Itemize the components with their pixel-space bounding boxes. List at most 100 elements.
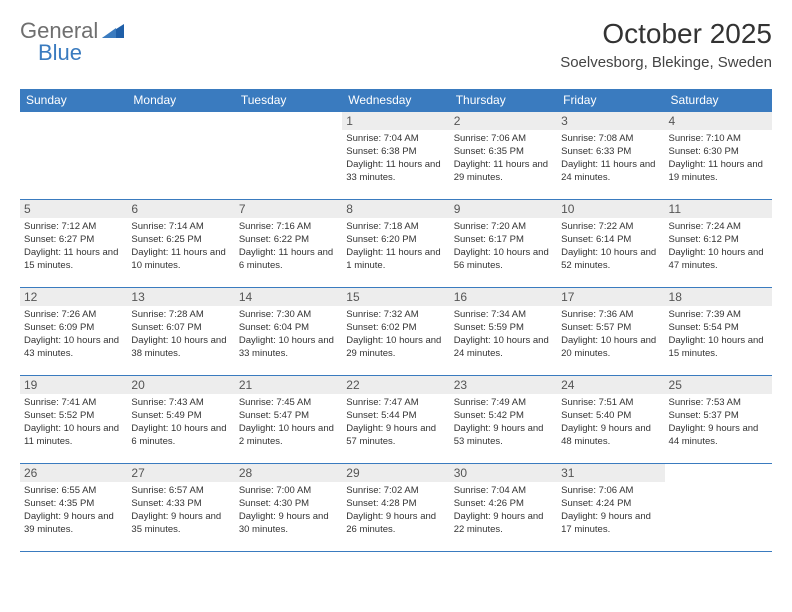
- day-data: Sunrise: 7:36 AMSunset: 5:57 PMDaylight:…: [561, 309, 660, 360]
- day-cell: 27 Sunrise: 6:57 AMSunset: 4:33 PMDayligh…: [127, 464, 234, 552]
- day-number: 7: [235, 200, 342, 218]
- day-data: Sunrise: 7:26 AMSunset: 6:09 PMDaylight:…: [24, 309, 123, 360]
- day-data: Sunrise: 7:39 AMSunset: 5:54 PMDaylight:…: [669, 309, 768, 360]
- empty-cell: [20, 112, 127, 200]
- day-number: 6: [127, 200, 234, 218]
- day-data: Sunrise: 6:57 AMSunset: 4:33 PMDaylight:…: [131, 485, 230, 536]
- day-number: 27: [127, 464, 234, 482]
- day-cell: 8Sunrise: 7:18 AMSunset: 6:20 PMDaylight…: [342, 200, 449, 288]
- empty-cell: [127, 112, 234, 200]
- logo-text-blue: Blue: [38, 40, 82, 66]
- day-data: Sunrise: 7:22 AMSunset: 6:14 PMDaylight:…: [561, 221, 660, 272]
- calendar-table: SundayMondayTuesdayWednesdayThursdayFrid…: [20, 89, 772, 552]
- day-number: 28: [235, 464, 342, 482]
- day-number: 20: [127, 376, 234, 394]
- day-number: 9: [450, 200, 557, 218]
- day-cell: 17 Sunrise: 7:36 AMSunset: 5:57 PMDayligh…: [557, 288, 664, 376]
- day-number: 11: [665, 200, 772, 218]
- day-number: 3: [557, 112, 664, 130]
- calendar-head: SundayMondayTuesdayWednesdayThursdayFrid…: [20, 89, 772, 112]
- location-text: Soelvesborg, Blekinge, Sweden: [560, 54, 772, 71]
- day-data: Sunrise: 7:00 AMSunset: 4:30 PMDaylight:…: [239, 485, 338, 536]
- day-data: Sunrise: 7:16 AMSunset: 6:22 PMDaylight:…: [239, 221, 338, 272]
- day-cell: 11 Sunrise: 7:24 AMSunset: 6:12 PMDayligh…: [665, 200, 772, 288]
- day-header: Monday: [127, 89, 234, 112]
- day-number: 26: [20, 464, 127, 482]
- day-number: 1: [342, 112, 449, 130]
- day-data: Sunrise: 7:24 AMSunset: 6:12 PMDaylight:…: [669, 221, 768, 272]
- day-number: 2: [450, 112, 557, 130]
- day-number: 14: [235, 288, 342, 306]
- day-cell: 31 Sunrise: 7:06 AMSunset: 4:24 PMDayligh…: [557, 464, 664, 552]
- day-data: Sunrise: 7:06 AMSunset: 4:24 PMDaylight:…: [561, 485, 660, 536]
- day-cell: 9 Sunrise: 7:20 AMSunset: 6:17 PMDaylight…: [450, 200, 557, 288]
- day-data: Sunrise: 7:30 AMSunset: 6:04 PMDaylight:…: [239, 309, 338, 360]
- day-number: 17: [557, 288, 664, 306]
- day-cell: 22 Sunrise: 7:47 AMSunset: 5:44 PMDayligh…: [342, 376, 449, 464]
- day-cell: 29 Sunrise: 7:02 AMSunset: 4:28 PMDayligh…: [342, 464, 449, 552]
- day-number: 25: [665, 376, 772, 394]
- day-cell: 20 Sunrise: 7:43 AMSunset: 5:49 PMDayligh…: [127, 376, 234, 464]
- day-header: Wednesday: [342, 89, 449, 112]
- day-cell: 28 Sunrise: 7:00 AMSunset: 4:30 PMDayligh…: [235, 464, 342, 552]
- day-cell: 19Sunrise: 7:41 AMSunset: 5:52 PMDayligh…: [20, 376, 127, 464]
- day-number: 31: [557, 464, 664, 482]
- day-number: 30: [450, 464, 557, 482]
- empty-cell: [235, 112, 342, 200]
- day-data: Sunrise: 7:28 AMSunset: 6:07 PMDaylight:…: [131, 309, 230, 360]
- day-cell: 12 Sunrise: 7:26 AMSunset: 6:09 PMDayligh…: [20, 288, 127, 376]
- day-cell: 26Sunrise: 6:55 AMSunset: 4:35 PMDayligh…: [20, 464, 127, 552]
- day-data: Sunrise: 7:43 AMSunset: 5:49 PMDaylight:…: [131, 397, 230, 448]
- day-data: Sunrise: 7:12 AMSunset: 6:27 PMDaylight:…: [24, 221, 123, 272]
- day-cell: 6 Sunrise: 7:14 AMSunset: 6:25 PMDaylight…: [127, 200, 234, 288]
- day-header: Sunday: [20, 89, 127, 112]
- day-cell: 16 Sunrise: 7:34 AMSunset: 5:59 PMDayligh…: [450, 288, 557, 376]
- day-number: 12: [20, 288, 127, 306]
- day-cell: 23 Sunrise: 7:49 AMSunset: 5:42 PMDayligh…: [450, 376, 557, 464]
- day-cell: 3Sunrise: 7:08 AMSunset: 6:33 PMDaylight…: [557, 112, 664, 200]
- day-data: Sunrise: 7:53 AMSunset: 5:37 PMDaylight:…: [669, 397, 768, 448]
- day-header: Thursday: [450, 89, 557, 112]
- day-data: Sunrise: 7:47 AMSunset: 5:44 PMDaylight:…: [346, 397, 445, 448]
- day-data: Sunrise: 7:34 AMSunset: 5:59 PMDaylight:…: [454, 309, 553, 360]
- day-data: Sunrise: 7:10 AMSunset: 6:30 PMDaylight:…: [669, 133, 768, 184]
- day-cell: 18Sunrise: 7:39 AMSunset: 5:54 PMDayligh…: [665, 288, 772, 376]
- day-data: Sunrise: 7:41 AMSunset: 5:52 PMDaylight:…: [24, 397, 123, 448]
- day-cell: 5Sunrise: 7:12 AMSunset: 6:27 PMDaylight…: [20, 200, 127, 288]
- day-number: 4: [665, 112, 772, 130]
- day-number: 13: [127, 288, 234, 306]
- title-block: October 2025 Soelvesborg, Blekinge, Swed…: [560, 18, 772, 71]
- page-title: October 2025: [560, 18, 772, 50]
- day-number: 22: [342, 376, 449, 394]
- day-number: 21: [235, 376, 342, 394]
- day-data: Sunrise: 7:04 AMSunset: 4:26 PMDaylight:…: [454, 485, 553, 536]
- day-header: Saturday: [665, 89, 772, 112]
- day-number: 23: [450, 376, 557, 394]
- day-data: Sunrise: 7:04 AMSunset: 6:38 PMDaylight:…: [346, 133, 445, 184]
- day-data: Sunrise: 7:06 AMSunset: 6:35 PMDaylight:…: [454, 133, 553, 184]
- day-data: Sunrise: 7:14 AMSunset: 6:25 PMDaylight:…: [131, 221, 230, 272]
- day-cell: 14 Sunrise: 7:30 AMSunset: 6:04 PMDayligh…: [235, 288, 342, 376]
- day-cell: 15 Sunrise: 7:32 AMSunset: 6:02 PMDayligh…: [342, 288, 449, 376]
- calendar-body: 1 Sunrise: 7:04 AMSunset: 6:38 PMDaylight…: [20, 112, 772, 552]
- day-number: 16: [450, 288, 557, 306]
- day-data: Sunrise: 7:51 AMSunset: 5:40 PMDaylight:…: [561, 397, 660, 448]
- day-cell: 21 Sunrise: 7:45 AMSunset: 5:47 PMDayligh…: [235, 376, 342, 464]
- day-cell: 10 Sunrise: 7:22 AMSunset: 6:14 PMDayligh…: [557, 200, 664, 288]
- day-number: 10: [557, 200, 664, 218]
- day-header: Friday: [557, 89, 664, 112]
- day-number: 15: [342, 288, 449, 306]
- day-data: Sunrise: 7:49 AMSunset: 5:42 PMDaylight:…: [454, 397, 553, 448]
- day-cell: 1 Sunrise: 7:04 AMSunset: 6:38 PMDaylight…: [342, 112, 449, 200]
- day-data: Sunrise: 7:18 AMSunset: 6:20 PMDaylight:…: [346, 221, 445, 272]
- day-data: Sunrise: 7:02 AMSunset: 4:28 PMDaylight:…: [346, 485, 445, 536]
- day-data: Sunrise: 7:20 AMSunset: 6:17 PMDaylight:…: [454, 221, 553, 272]
- day-cell: 4 Sunrise: 7:10 AMSunset: 6:30 PMDaylight…: [665, 112, 772, 200]
- header: General October 2025 Soelvesborg, Blekin…: [20, 18, 772, 71]
- day-cell: 7 Sunrise: 7:16 AMSunset: 6:22 PMDaylight…: [235, 200, 342, 288]
- logo-triangle-icon: [102, 20, 124, 43]
- day-data: Sunrise: 7:45 AMSunset: 5:47 PMDaylight:…: [239, 397, 338, 448]
- day-data: Sunrise: 7:32 AMSunset: 6:02 PMDaylight:…: [346, 309, 445, 360]
- day-number: 29: [342, 464, 449, 482]
- day-number: 24: [557, 376, 664, 394]
